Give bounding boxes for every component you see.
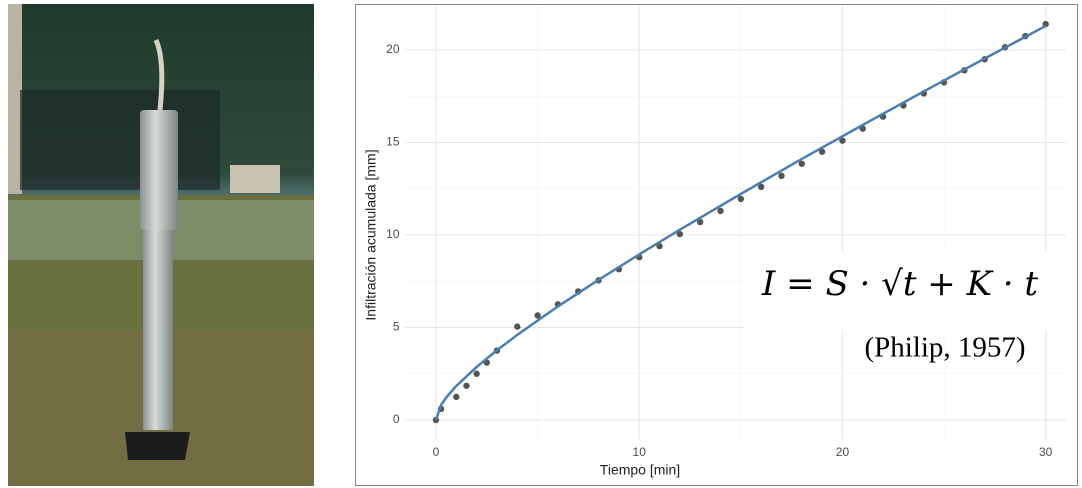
data-point [514,323,521,330]
equation: I = S · √t + K · t [761,264,1039,304]
data-point [717,207,724,215]
citation: (Philip, 1957) [864,332,1025,364]
data-point [798,160,805,167]
x-axis-title: Tiempo [min] [600,462,680,478]
data-point [839,137,846,144]
data-point [463,382,470,389]
data-point [757,183,765,191]
data-point [453,393,460,401]
photo [8,4,314,486]
data-point [473,370,480,377]
data-point [534,312,541,319]
y-tick-label: 10 [386,227,400,241]
plot-area [405,5,1066,440]
data-point [696,218,704,226]
equation-box [745,252,1067,330]
fit-line [434,24,1047,421]
x-tick-label: 0 [433,445,440,459]
y-tick-label: 5 [393,320,400,334]
x-tick-label: 10 [633,445,647,459]
data-point [676,230,684,238]
data-point [818,148,826,155]
x-tick-label: 30 [1039,445,1053,459]
x-tick-label: 20 [836,445,850,459]
data-point [778,172,785,180]
y-axis-title: Infiltración acumulada [mm] [363,149,379,320]
data-point [737,195,745,203]
y-tick-label: 20 [386,42,400,56]
y-tick-label: 15 [386,135,400,149]
y-tick-label: 0 [393,412,400,426]
data-point [656,242,663,250]
